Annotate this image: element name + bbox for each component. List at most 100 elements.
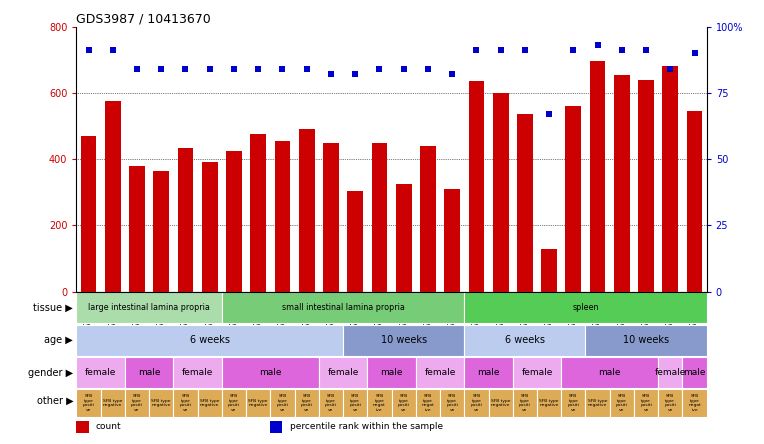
Bar xyxy=(299,129,315,292)
Text: female: female xyxy=(424,368,455,377)
Text: SFB type
negative: SFB type negative xyxy=(539,399,559,408)
Text: SFB
type
negat
ive: SFB type negat ive xyxy=(373,394,386,412)
Bar xyxy=(149,389,173,417)
Text: tissue ▶: tissue ▶ xyxy=(34,303,73,313)
Text: age ▶: age ▶ xyxy=(44,335,73,345)
Text: SFB
type
positi
ve: SFB type positi ve xyxy=(277,394,288,412)
Point xyxy=(567,47,579,54)
Text: SFB type
negative: SFB type negative xyxy=(103,399,122,408)
Bar xyxy=(177,147,193,292)
Point xyxy=(591,42,604,49)
Bar xyxy=(590,61,606,292)
Bar xyxy=(76,292,222,323)
Bar xyxy=(129,166,145,292)
Bar xyxy=(585,389,610,417)
Text: SFB
type
positi
ve: SFB type positi ve xyxy=(640,394,652,412)
Point xyxy=(252,65,264,72)
Bar xyxy=(202,163,218,292)
Text: SFB type
negative: SFB type negative xyxy=(491,399,510,408)
Text: SFB
type
positi
ve: SFB type positi ve xyxy=(180,394,192,412)
Bar xyxy=(396,184,412,292)
Bar xyxy=(222,292,465,323)
Bar xyxy=(76,325,343,356)
Point xyxy=(543,111,555,118)
Bar xyxy=(154,170,169,292)
Bar xyxy=(246,389,270,417)
Bar xyxy=(682,357,707,388)
Bar xyxy=(371,143,387,292)
Bar xyxy=(445,189,460,292)
Bar xyxy=(319,357,367,388)
Bar xyxy=(81,136,96,292)
Bar xyxy=(392,389,416,417)
Bar xyxy=(537,389,562,417)
Bar xyxy=(323,143,338,292)
Bar xyxy=(105,101,121,292)
Text: count: count xyxy=(96,422,121,431)
Text: SFB
type
positi
ve: SFB type positi ve xyxy=(398,394,410,412)
Text: 6 weeks: 6 weeks xyxy=(505,335,545,345)
Text: female: female xyxy=(182,368,213,377)
Bar xyxy=(125,357,173,388)
Bar xyxy=(565,106,581,292)
Bar xyxy=(562,389,585,417)
Text: SFB
type
positi
ve: SFB type positi ve xyxy=(616,394,628,412)
Point xyxy=(277,65,289,72)
Point xyxy=(446,71,458,78)
Text: SFB
type
positi
ve: SFB type positi ve xyxy=(83,394,95,412)
Point xyxy=(107,47,119,54)
Bar xyxy=(367,389,392,417)
Bar xyxy=(173,357,222,388)
Text: male: male xyxy=(683,368,706,377)
Bar xyxy=(319,389,343,417)
Point xyxy=(494,47,507,54)
Bar xyxy=(682,389,707,417)
Text: female: female xyxy=(655,368,686,377)
Point xyxy=(180,65,192,72)
Bar xyxy=(125,389,149,417)
Text: gender ▶: gender ▶ xyxy=(28,368,73,377)
Bar xyxy=(610,389,634,417)
Text: female: female xyxy=(85,368,116,377)
Text: SFB
type
positi
ve: SFB type positi ve xyxy=(471,394,482,412)
Point xyxy=(471,47,483,54)
Bar xyxy=(76,389,101,417)
Bar xyxy=(488,389,513,417)
Text: SFB type
negative: SFB type negative xyxy=(588,399,607,408)
Text: female: female xyxy=(328,368,359,377)
Point xyxy=(325,71,337,78)
Bar xyxy=(493,93,509,292)
Bar xyxy=(465,325,585,356)
Point xyxy=(664,65,676,72)
Bar xyxy=(465,292,707,323)
Point xyxy=(228,65,240,72)
Point xyxy=(374,65,386,72)
Bar xyxy=(270,420,283,433)
Text: SFB
type
positi
ve: SFB type positi ve xyxy=(446,394,458,412)
Text: 10 weeks: 10 weeks xyxy=(380,335,427,345)
Bar xyxy=(662,67,678,292)
Bar xyxy=(517,115,533,292)
Text: SFB type
negative: SFB type negative xyxy=(248,399,268,408)
Text: SFB type
negative: SFB type negative xyxy=(200,399,219,408)
Text: 6 weeks: 6 weeks xyxy=(189,335,230,345)
Point xyxy=(640,47,652,54)
Text: male: male xyxy=(380,368,403,377)
Bar xyxy=(416,389,440,417)
Bar xyxy=(416,357,465,388)
Text: SFB
type
positi
ve: SFB type positi ve xyxy=(228,394,240,412)
Bar xyxy=(343,389,367,417)
Bar xyxy=(343,325,465,356)
Bar xyxy=(440,389,465,417)
Text: SFB
type
negat
ive: SFB type negat ive xyxy=(422,394,434,412)
Text: male: male xyxy=(478,368,500,377)
Text: small intestinal lamina propria: small intestinal lamina propria xyxy=(282,303,404,312)
Point xyxy=(204,65,216,72)
Bar xyxy=(76,420,89,433)
Bar xyxy=(348,190,363,292)
Bar xyxy=(562,357,659,388)
Bar xyxy=(173,389,198,417)
Text: SFB
type
positi
ve: SFB type positi ve xyxy=(325,394,337,412)
Text: large intestinal lamina propria: large intestinal lamina propria xyxy=(88,303,210,312)
Text: 10 weeks: 10 weeks xyxy=(623,335,669,345)
